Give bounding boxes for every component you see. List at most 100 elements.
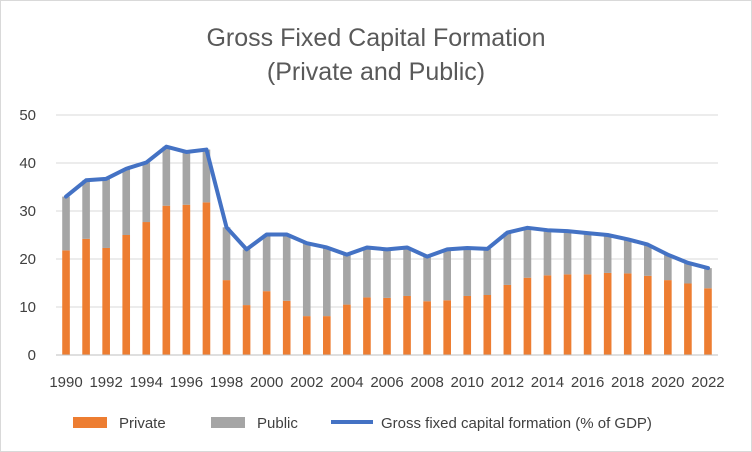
y-tick-label: 0: [28, 347, 36, 364]
bar-private-1991: [82, 238, 90, 355]
bar-private-2005: [363, 297, 371, 355]
bar-private-1999: [242, 305, 251, 355]
bar-private-2002: [302, 316, 311, 355]
x-tick-label: 2012: [491, 374, 524, 391]
bar-private-1992: [102, 247, 110, 355]
legend: Private Public Gross fixed capital formati…: [73, 415, 652, 432]
bar-public-2002: [302, 243, 311, 317]
bar-public-1996: [182, 151, 191, 205]
bar-public-2016: [583, 233, 592, 275]
y-tick-label: 40: [19, 155, 36, 172]
bar-public-2009: [443, 249, 451, 301]
x-tick-label: 1998: [210, 374, 243, 391]
x-tick-label: 2018: [611, 374, 644, 391]
axes: 0 10 20 30 40 50 1990 1992 1994 1996 1998 2000 2002 2…: [19, 107, 724, 391]
bar-private-1998: [222, 280, 231, 355]
bar-public-1992: [102, 178, 110, 248]
bar-public-2018: [623, 239, 632, 274]
bar-public-2019: [643, 244, 652, 276]
bar-public-2003: [323, 247, 331, 317]
bar-public-2015: [563, 231, 572, 275]
y-tick-label: 50: [19, 107, 36, 124]
bar-private-2016: [583, 274, 592, 355]
bar-private-2020: [664, 280, 672, 355]
line-gross-fixed-capital-formation: [64, 144, 710, 271]
bar-public-2006: [383, 249, 391, 298]
bar-public-2022: [704, 268, 712, 289]
x-tick-label: 2008: [410, 374, 443, 391]
y-tick-label: 30: [19, 203, 36, 220]
chart-title: Gross Fixed Capital Formation: [206, 24, 545, 52]
y-tick-label: 20: [19, 251, 36, 268]
bar-private-2004: [343, 304, 351, 355]
bar-private-2009: [443, 300, 451, 355]
bar-public-2004: [343, 254, 351, 305]
bar-public-1995: [162, 146, 171, 206]
bar-public-1998: [222, 227, 231, 281]
bar-public-1990: [62, 196, 70, 251]
bar-public-2017: [603, 235, 612, 273]
bar-private-2003: [323, 316, 331, 355]
bar-private-2012: [503, 284, 512, 355]
chart-subtitle: (Private and Public): [267, 58, 485, 86]
bar-private-1993: [122, 235, 131, 355]
bar-public-2012: [503, 232, 512, 285]
bar-public-2020: [664, 254, 672, 281]
bar-private-1994: [142, 222, 151, 355]
bar-private-2018: [623, 273, 632, 355]
bar-public-2014: [543, 230, 552, 276]
bar-private-2008: [423, 301, 431, 355]
bar-private-1990: [62, 250, 70, 355]
bar-private-2001: [282, 300, 291, 355]
x-tick-label: 1994: [130, 374, 163, 391]
bar-private-1996: [182, 204, 191, 355]
x-tick-label: 2002: [290, 374, 323, 391]
x-tick-label: 2000: [250, 374, 283, 391]
bar-public-2008: [423, 256, 431, 302]
bar-private-2014: [543, 275, 552, 355]
legend-label: Public: [257, 415, 298, 432]
bar-public-2010: [463, 247, 472, 296]
bar-private-2021: [684, 283, 692, 355]
x-tick-label: 1990: [49, 374, 82, 391]
bar-public-1999: [242, 249, 251, 306]
bar-private-1995: [162, 205, 171, 355]
bar-public-2007: [403, 247, 411, 296]
bar-private-2010: [463, 295, 472, 355]
bar-public-1994: [142, 162, 151, 223]
bar-private-2022: [704, 288, 712, 355]
x-tick-label: 2014: [531, 374, 564, 391]
bar-public-2011: [483, 248, 492, 295]
bar-public-2001: [282, 234, 291, 301]
bar-private-2015: [563, 274, 572, 355]
bar-private-1997: [202, 202, 211, 355]
bar-private-2006: [383, 297, 391, 355]
x-tick-label: 2020: [651, 374, 684, 391]
x-tick-label: 2006: [370, 374, 403, 391]
series-line: [64, 144, 710, 271]
bar-public-1997: [202, 149, 211, 203]
bar-public-2021: [684, 262, 692, 284]
x-tick-label: 1996: [170, 374, 203, 391]
x-tick-label: 2004: [330, 374, 363, 391]
x-tick-label: 2022: [691, 374, 724, 391]
bar-public-2000: [262, 234, 271, 292]
legend-label: Private: [119, 415, 166, 432]
bars: [62, 146, 712, 355]
bar-private-2000: [262, 291, 271, 355]
bar-public-2013: [523, 227, 532, 278]
bar-public-1991: [82, 180, 90, 239]
x-tick-label: 1992: [89, 374, 122, 391]
bar-private-2017: [603, 272, 612, 355]
bar-public-1993: [122, 168, 131, 235]
legend-swatch-public: [211, 417, 245, 428]
bar-private-2007: [403, 295, 411, 355]
bar-private-2011: [483, 295, 492, 355]
x-tick-label: 2016: [571, 374, 604, 391]
y-tick-label: 10: [19, 299, 36, 316]
bar-private-2013: [523, 277, 532, 355]
x-tick-label: 2010: [451, 374, 484, 391]
legend-swatch-private: [73, 417, 107, 428]
